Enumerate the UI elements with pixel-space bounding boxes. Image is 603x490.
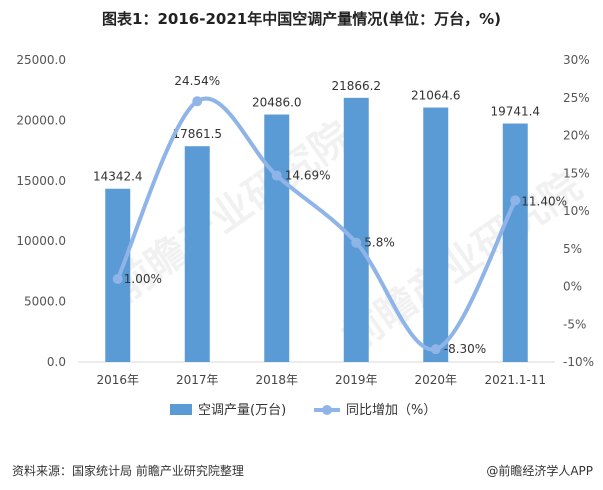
y-left-tick-label: 5000.0 (24, 295, 66, 309)
y-left-tick-label: 15000.0 (16, 174, 66, 188)
chart-title: 图表1：2016-2021年中国空调产量情况(单位：万台，%) (102, 10, 501, 28)
growth-point (510, 195, 521, 206)
line-value-label: 11.40% (521, 194, 567, 208)
growth-point (430, 344, 441, 355)
legend-bar-swatch (170, 404, 192, 415)
legend-line-label: 同比增加（%） (346, 403, 436, 418)
bar-value-label: 21866.2 (331, 79, 381, 93)
y-right-tick-label: 10% (563, 204, 590, 218)
line-value-label: -8.30% (444, 342, 486, 356)
y-right-tick-label: 25% (563, 91, 590, 105)
bar (184, 146, 210, 362)
bar (423, 107, 449, 362)
bar-value-label: 17861.5 (172, 127, 222, 141)
legend-line-marker (322, 405, 332, 415)
y-left-tick-label: 25000.0 (16, 53, 66, 67)
x-tick-label: 2021.1-11 (484, 373, 546, 387)
y-left-tick-label: 0.0 (47, 355, 66, 369)
growth-point (192, 96, 203, 107)
x-tick-label: 2018年 (255, 373, 298, 387)
bar (502, 123, 528, 362)
y-right-tick-label: 30% (563, 53, 590, 67)
line-value-label: 24.54% (174, 74, 220, 88)
y-right-tick-label: 20% (563, 129, 590, 143)
x-tick-label: 2017年 (176, 373, 219, 387)
bar (343, 97, 369, 363)
growth-point (271, 170, 282, 181)
y-right-tick-label: 0% (563, 280, 582, 294)
bar-value-label: 19741.4 (490, 105, 540, 119)
growth-point (351, 237, 362, 248)
bar (264, 114, 290, 363)
bar-value-label: 20486.0 (252, 96, 302, 110)
y-right-tick-label: 15% (563, 166, 590, 180)
chart: 25000.0 20000.0 15000.0 10000.0 5000.0 0.0 30%… (16, 53, 594, 418)
bar-value-label: 21064.6 (411, 89, 461, 103)
y-right-tick-label: -5% (563, 317, 586, 331)
x-tick-label: 2020年 (414, 373, 457, 387)
x-tick-label: 2019年 (335, 373, 378, 387)
y-right-tick-label: -10% (563, 355, 594, 369)
legend-bar-label: 空调产量(万台) (198, 403, 286, 418)
brand-label: @前瞻经济学人APP (486, 464, 593, 478)
line-value-label: 1.00% (124, 272, 162, 286)
x-tick-label: 2016年 (96, 373, 139, 387)
y-left-tick-label: 10000.0 (16, 234, 66, 248)
source-note: 资料来源：国家统计局 前瞻产业研究院整理 (12, 464, 244, 478)
growth-point (112, 273, 123, 284)
line-value-label: 5.8% (364, 236, 395, 250)
line-value-label: 14.69% (285, 169, 331, 183)
bar-value-label: 14342.4 (93, 170, 143, 184)
y-right-tick-label: 5% (563, 242, 582, 256)
y-left-tick-label: 20000.0 (16, 113, 66, 127)
growth-line (115, 96, 518, 352)
